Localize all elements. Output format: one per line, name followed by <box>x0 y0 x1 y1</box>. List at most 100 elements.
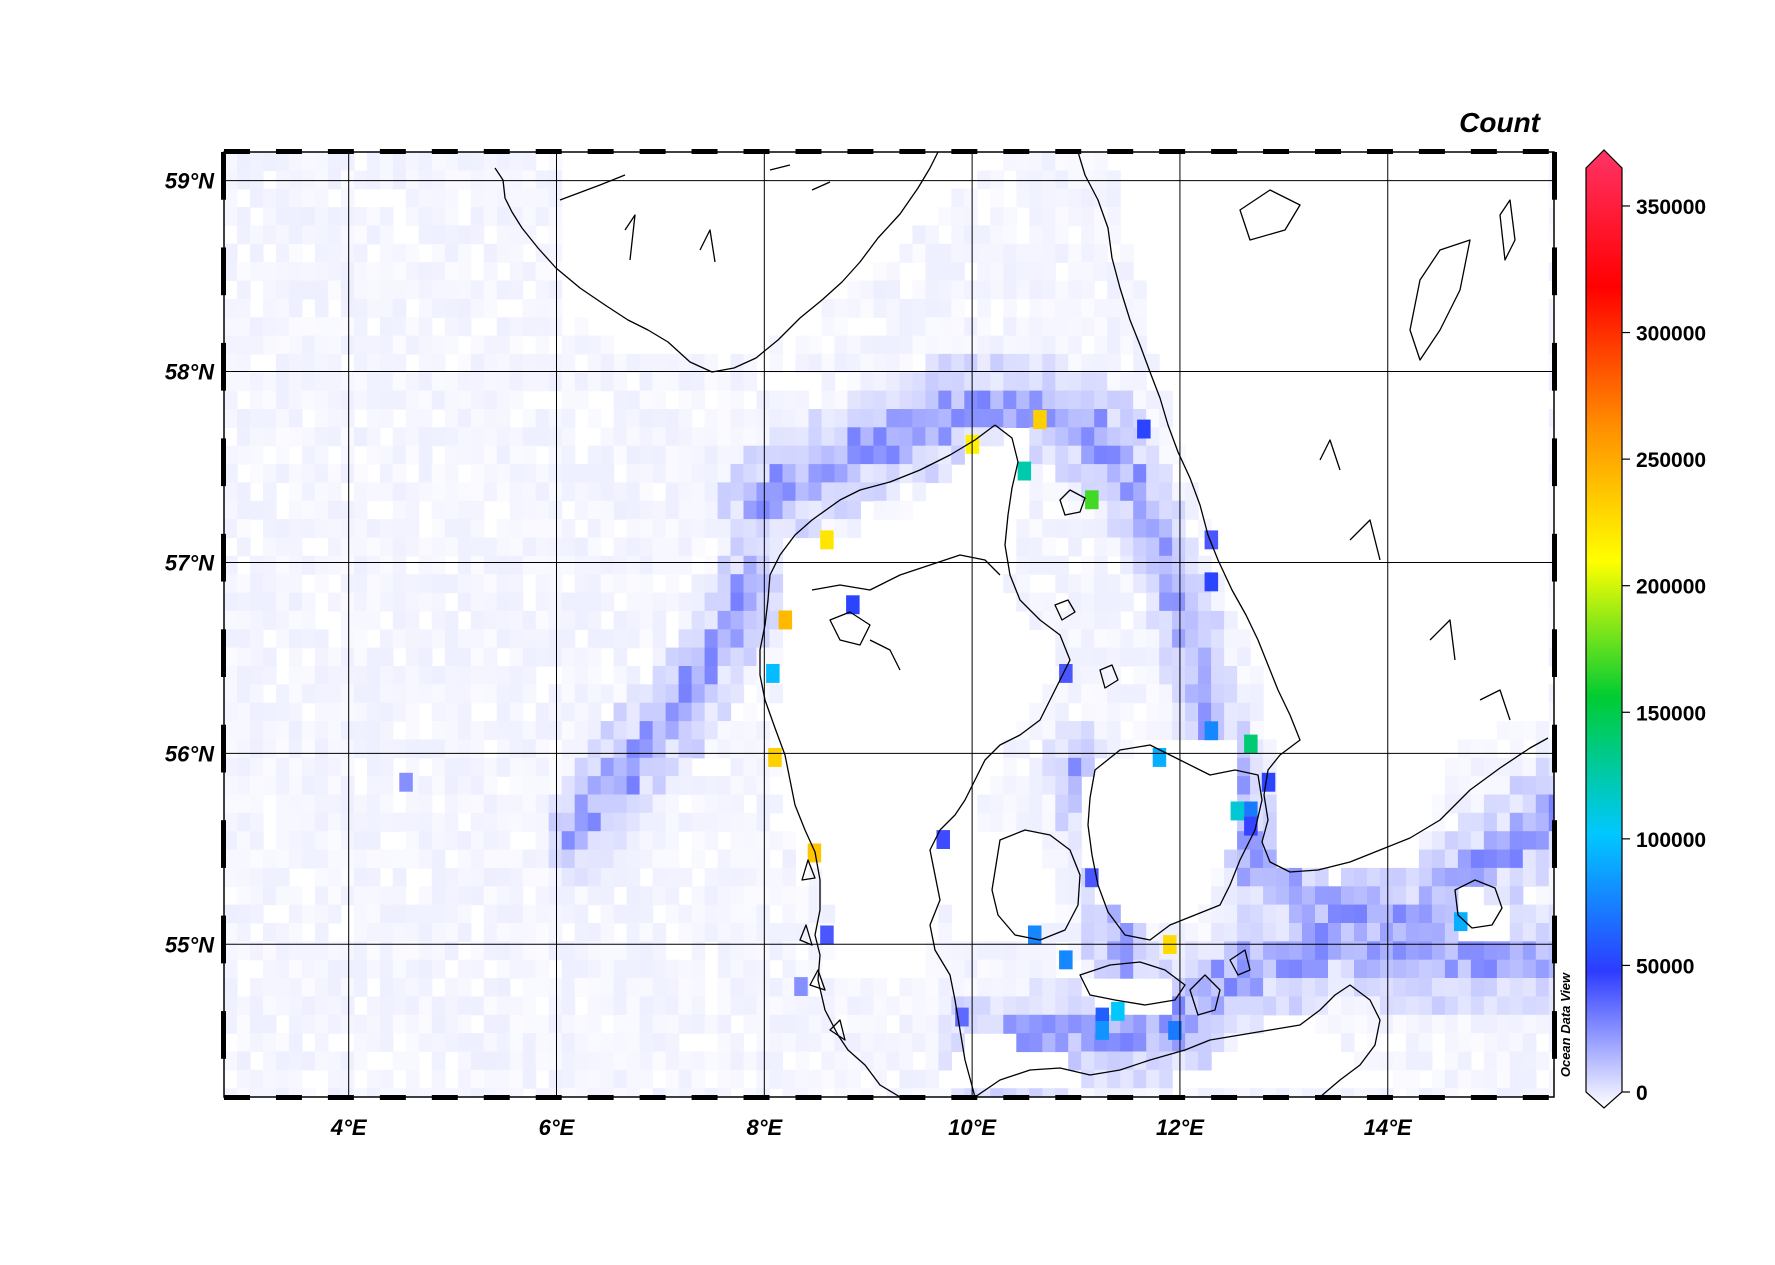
count-cell <box>639 941 654 961</box>
count-cell <box>496 555 511 575</box>
count-cell <box>379 794 394 814</box>
count-cell <box>912 298 926 318</box>
count-cell <box>717 923 732 942</box>
count-cell <box>587 941 602 961</box>
count-cell <box>1457 757 1472 777</box>
count-cell <box>587 409 602 428</box>
count-cell <box>263 1033 277 1053</box>
count-cell <box>665 996 680 1016</box>
count-cell <box>730 610 745 630</box>
count-cell <box>951 280 965 300</box>
count-cell <box>1081 941 1095 961</box>
count-cell <box>548 445 563 465</box>
count-cell <box>834 519 848 539</box>
count-cell <box>522 776 537 796</box>
count-cell <box>574 464 589 484</box>
count-cell <box>782 1088 797 1097</box>
count-cell <box>1042 941 1056 961</box>
count-cell <box>990 207 1004 227</box>
count-cell <box>691 831 706 851</box>
count-cell <box>1029 555 1043 575</box>
count-cell <box>613 1033 628 1053</box>
count-cell <box>639 390 654 410</box>
count-cell <box>1548 170 1554 190</box>
count-cell <box>470 574 485 594</box>
count-cell <box>224 555 238 575</box>
count-cell <box>418 262 433 282</box>
count-cell <box>444 409 459 428</box>
count-cell <box>704 886 719 906</box>
count-cell <box>263 152 277 171</box>
count-cell <box>301 996 316 1016</box>
count-cell <box>626 941 641 961</box>
count-cell <box>431 482 446 502</box>
count-cell <box>509 188 524 208</box>
count-cell <box>1042 390 1056 410</box>
count-cell <box>834 335 848 355</box>
count-cell <box>288 170 303 190</box>
count-cell <box>639 610 654 630</box>
count-cell <box>301 959 316 979</box>
count-cell <box>1496 1014 1511 1034</box>
count-cell <box>483 684 498 704</box>
count-cell <box>548 555 563 575</box>
count-cell <box>1068 464 1082 484</box>
count-cell <box>405 427 420 447</box>
count-cell <box>224 1051 238 1071</box>
count-cell <box>224 629 238 649</box>
count-cell <box>1328 886 1342 906</box>
count-cell <box>756 629 771 649</box>
count-cell <box>1133 684 1147 704</box>
count-cell <box>613 1088 628 1097</box>
count-cell <box>860 372 874 392</box>
count-cell <box>938 427 952 447</box>
count-cell <box>574 831 589 851</box>
count-cell <box>431 904 446 924</box>
count-cell <box>405 243 420 263</box>
count-cell <box>353 298 368 318</box>
count-cell <box>756 1069 771 1089</box>
count-cell <box>1483 739 1498 759</box>
count-cell <box>224 867 238 887</box>
count-cell <box>1548 702 1554 722</box>
count-cell <box>717 684 732 704</box>
frame-segment <box>1522 149 1549 154</box>
count-cell <box>821 941 836 961</box>
count-cell <box>263 555 277 575</box>
count-cell <box>366 390 381 410</box>
count-cell <box>522 262 537 282</box>
count-cell <box>548 464 563 484</box>
count-cell <box>314 794 329 814</box>
count-cell <box>457 390 472 410</box>
count-cell <box>652 372 667 392</box>
count-cell <box>470 225 485 245</box>
count-cell <box>587 500 602 520</box>
count-cell <box>392 482 407 502</box>
count-cell <box>990 390 1004 410</box>
hotspot-cell <box>1028 925 1042 945</box>
count-cell <box>1367 1033 1381 1053</box>
count-cell <box>250 776 264 796</box>
count-cell <box>886 372 900 392</box>
count-cell <box>1055 886 1069 906</box>
count-cell <box>1431 849 1446 869</box>
count-cell <box>561 978 576 997</box>
count-cell <box>522 317 537 337</box>
frame-segment <box>535 149 562 154</box>
count-cell <box>250 831 264 851</box>
count-cell <box>613 427 628 447</box>
count-cell <box>1522 978 1537 997</box>
count-cell <box>1548 629 1554 649</box>
count-cell <box>288 409 303 428</box>
count-cell <box>925 464 939 484</box>
count-cell <box>873 427 887 447</box>
count-cell <box>366 812 381 832</box>
count-cell <box>379 849 394 869</box>
count-cell <box>665 794 680 814</box>
count-cell <box>1094 592 1108 612</box>
count-cell <box>717 978 732 997</box>
count-cell <box>470 390 485 410</box>
count-cell <box>457 152 472 171</box>
count-cell <box>1068 812 1082 832</box>
count-cell <box>1185 1014 1199 1034</box>
